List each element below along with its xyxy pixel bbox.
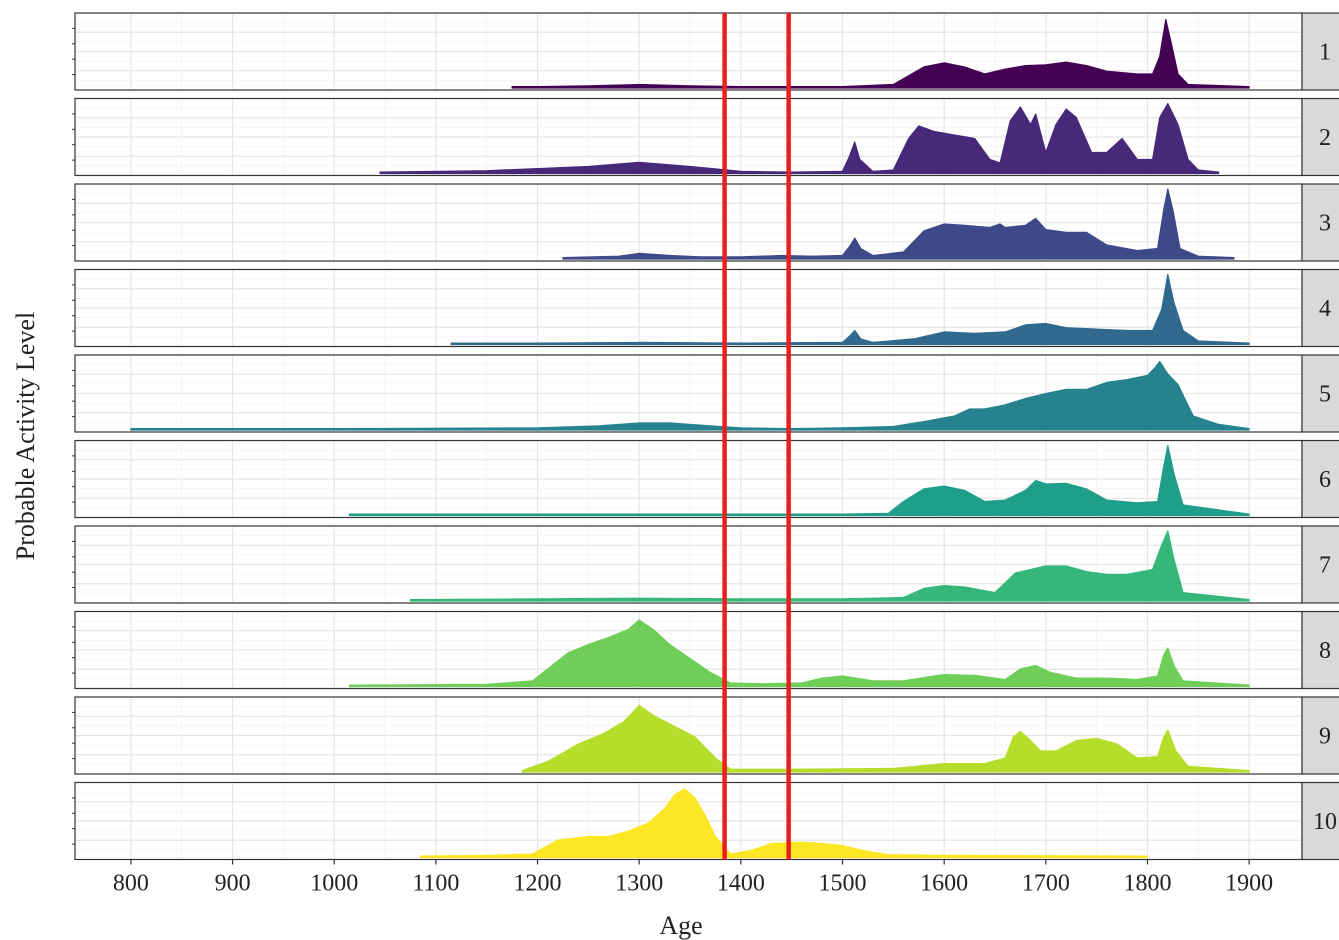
facet-strip	[1301, 525, 1339, 604]
x-tick-label: 1300	[615, 871, 663, 897]
reference-lines	[722, 13, 791, 860]
facet-panel: 4	[72, 268, 1339, 348]
density-area	[450, 273, 1250, 346]
facet-strip-label: 8	[1319, 638, 1331, 664]
x-tick-label: 1500	[819, 871, 867, 897]
density-area	[348, 619, 1250, 688]
facet-strip	[1301, 439, 1339, 519]
x-tick-label: 1400	[717, 871, 765, 897]
facet-panels: 1 2 3 4 5 6 7 8 9 10	[72, 12, 1339, 861]
density-area	[130, 360, 1250, 431]
density-area	[409, 530, 1250, 602]
facet-strip	[1301, 268, 1339, 348]
facet-strip	[1301, 97, 1339, 177]
facet-panel: 7	[72, 525, 1339, 604]
facet-strip-label: 2	[1319, 125, 1331, 151]
facet-strip-label: 5	[1319, 382, 1331, 408]
facet-strip-label: 7	[1319, 553, 1331, 579]
x-tick-label: 1700	[1022, 871, 1070, 897]
facet-strip	[1301, 12, 1339, 91]
x-tick-label: 1100	[412, 871, 459, 897]
x-tick-label: 900	[215, 871, 251, 897]
x-axis-title: Age	[659, 911, 702, 940]
facet-panel: 5	[72, 354, 1339, 433]
facet-strip	[1301, 183, 1339, 262]
density-area	[511, 18, 1250, 89]
density-area	[521, 704, 1250, 773]
facet-panel: 3	[72, 183, 1339, 262]
density-area	[420, 788, 1149, 859]
x-tick-label: 1800	[1123, 871, 1171, 897]
density-area	[348, 444, 1250, 517]
x-axis: 800 900 1000 1100 1200 1300 1400 1500 1600 1700 18…	[113, 859, 1273, 897]
x-tick-label: 800	[113, 871, 149, 897]
density-area	[379, 102, 1220, 175]
facet-strip	[1301, 610, 1339, 690]
x-tick-label: 1200	[514, 871, 562, 897]
x-tick-label: 1600	[920, 871, 968, 897]
y-axis-title: Probable Activity Level	[11, 312, 40, 560]
facet-strip-label: 3	[1319, 211, 1331, 237]
facet-strip-label: 1	[1319, 40, 1331, 66]
facet-strip	[1301, 696, 1339, 775]
facet-panel: 2	[72, 97, 1339, 177]
facet-panel: 8	[72, 610, 1339, 690]
x-tick-label: 1900	[1225, 871, 1273, 897]
facet-strip-label: 9	[1319, 724, 1331, 750]
facet-panel: 10	[72, 781, 1339, 861]
facet-strip-label: 6	[1319, 467, 1331, 493]
facet-panel: 1	[72, 12, 1339, 91]
density-area	[562, 188, 1235, 260]
facet-panel: 6	[72, 439, 1339, 519]
facet-strip-label: 10	[1313, 809, 1337, 835]
facet-strip	[1301, 781, 1339, 861]
facet-panel: 9	[72, 696, 1339, 775]
facet-strip-label: 4	[1319, 296, 1331, 322]
facet-strip	[1301, 354, 1339, 433]
x-tick-label: 1000	[310, 871, 358, 897]
